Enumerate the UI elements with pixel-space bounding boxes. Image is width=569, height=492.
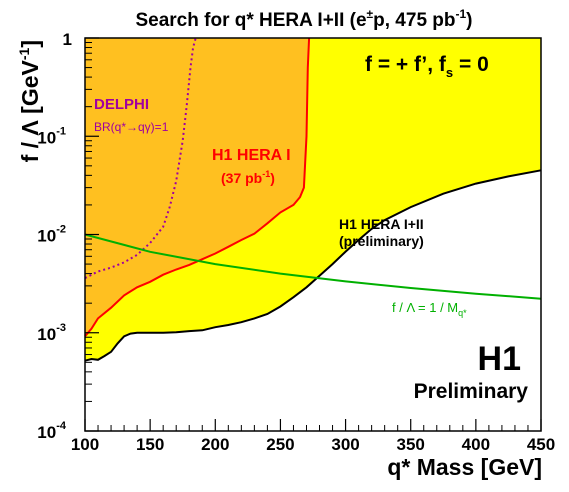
region-h1-hera-i-37-pb-1 — [85, 38, 310, 337]
y-tick-label: 10-3 — [37, 322, 66, 344]
delphi-br-label: BR(q*→qγ)=1 — [94, 120, 169, 134]
chart-title: Search for q* HERA I+II (e±p, 475 pb-1) — [135, 7, 472, 31]
status-label: Preliminary — [414, 380, 529, 403]
coupling-label: f = + f’, fs = 0 — [365, 53, 489, 80]
theory-curve-label: f / Λ = 1 / Mq* — [392, 300, 467, 318]
delphi-label: DELPHI — [94, 96, 149, 113]
x-axis-title: q* Mass [GeV] — [387, 454, 542, 480]
y-tick-label: 10-2 — [37, 224, 66, 246]
x-tick-label: 250 — [266, 435, 294, 454]
x-tick-label: 200 — [201, 435, 229, 454]
hera-i-ii-status-label: (preliminary) — [339, 233, 424, 249]
y-axis-title: f / Λ [GeV-1] — [16, 40, 43, 162]
x-tick-label: 150 — [136, 435, 164, 454]
line-layer — [84, 37, 542, 362]
y-tick-label: 10-4 — [37, 420, 67, 442]
tick-layer: 100 150 200 250 300 350 400 450 10-4 10-3 10-2 10-1… — [37, 30, 555, 454]
curve-h1-hera-i-37-pb-1 — [84, 37, 311, 337]
curve-f-1-mq — [84, 233, 542, 300]
x-tick-label: 350 — [397, 435, 425, 454]
hera-i-label: H1 HERA I — [212, 147, 291, 164]
y-tick-label: 10-1 — [37, 125, 66, 147]
x-tick-label: 450 — [527, 435, 555, 454]
hera-i-lumi-label: (37 pb-1) — [221, 169, 275, 186]
fill-layer — [85, 38, 541, 361]
x-tick-label: 300 — [331, 435, 359, 454]
x-tick-label: 100 — [71, 435, 99, 454]
curve-h1-hera-i-ii-preliminary — [84, 169, 542, 362]
y-tick-label: 1 — [63, 30, 72, 49]
experiment-label: H1 — [478, 340, 521, 378]
x-tick-label: 400 — [462, 435, 490, 454]
curve-delphi — [84, 37, 197, 279]
hera-i-ii-label: H1 HERA I+II — [339, 216, 424, 232]
